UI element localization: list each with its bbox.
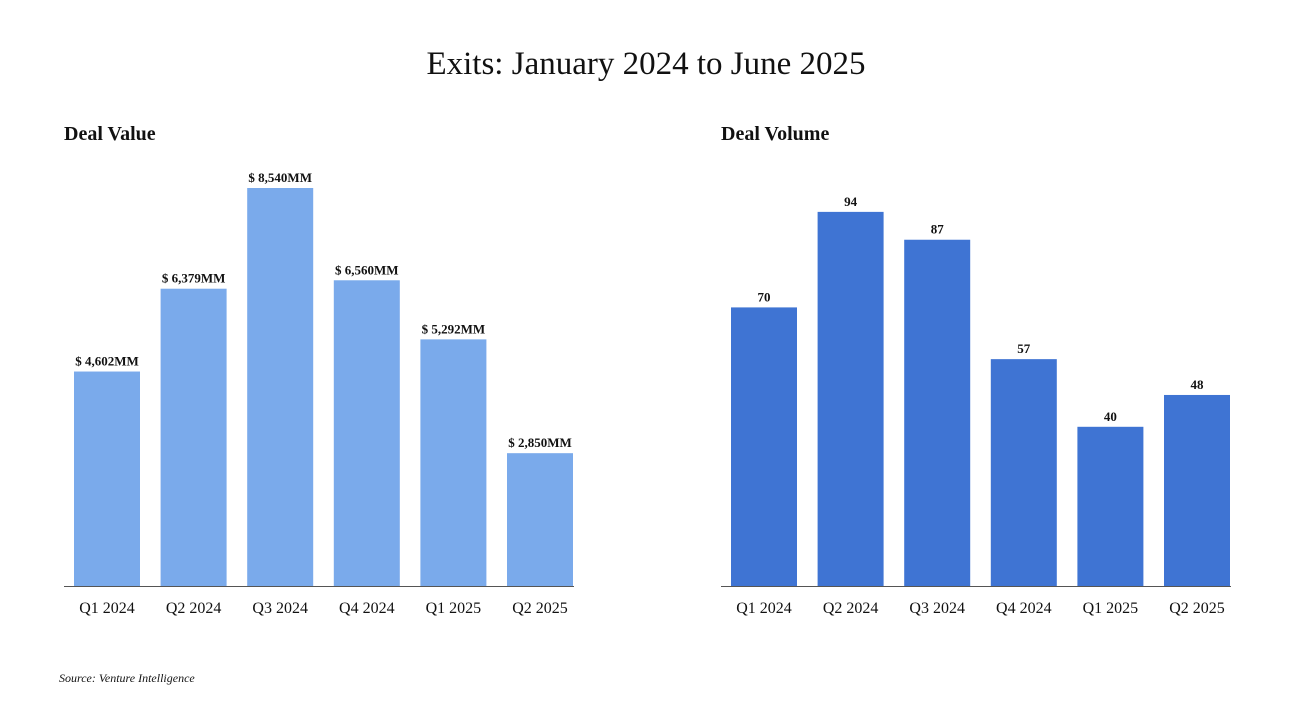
deal-value-plot: $ 4,602MM Q1 2024 $ 6,379MM Q2 2024 $ 8,540M…	[64, 170, 574, 617]
deal-volume-plot: 70 Q1 2024 94 Q2 2024 87 Q3 2024 57 Q4 2024 40 Q1…	[721, 194, 1231, 617]
deal-value-x-tick-label-1: Q1 2024	[79, 600, 135, 617]
deal-volume-x-tick-label-5: Q1 2025	[1083, 600, 1139, 617]
deal-volume-bar-6	[1164, 394, 1230, 586]
deal-volume-data-label-2: 94	[844, 194, 858, 209]
deal-volume-chart-title: Deal Volume	[721, 123, 830, 145]
deal-value-chart-title: Deal Value	[64, 123, 156, 145]
deal-value-bar-3	[247, 188, 314, 586]
deal-volume-bar-2	[817, 211, 884, 586]
deal-value-data-label-6: $ 2,850MM	[508, 435, 572, 450]
deal-value-data-label-1: $ 4,602MM	[75, 354, 139, 369]
deal-volume-bar-4	[990, 359, 1057, 586]
deal-value-bar-4	[333, 280, 400, 586]
deal-value-data-label-3: $ 8,540MM	[248, 170, 312, 185]
deal-volume-bar-1	[731, 307, 797, 586]
deal-value-data-label-4: $ 6,560MM	[335, 262, 399, 277]
deal-value-bar-6	[507, 453, 573, 586]
deal-volume-data-label-4: 57	[1017, 341, 1031, 356]
deal-value-x-tick-label-5: Q1 2025	[426, 600, 482, 617]
deal-volume-x-tick-label-1: Q1 2024	[736, 600, 792, 617]
deal-volume-data-label-3: 87	[931, 222, 945, 237]
deal-volume-data-label-5: 40	[1104, 409, 1117, 424]
deal-value-chart: Deal Value $ 4,602MM Q1 2024 $ 6,379MM Q2 2…	[64, 120, 604, 620]
deal-value-data-label-2: $ 6,379MM	[162, 271, 226, 286]
deal-value-bar-5	[420, 339, 487, 586]
deal-value-x-tick-label-2: Q2 2024	[166, 600, 222, 617]
page-title: Exits: January 2024 to June 2025	[426, 46, 866, 82]
deal-value-x-tick-label-6: Q2 2025	[512, 600, 568, 617]
deal-volume-x-tick-label-6: Q2 2025	[1169, 600, 1225, 617]
deal-value-x-tick-label-3: Q3 2024	[252, 600, 308, 617]
deal-volume-x-tick-label-4: Q4 2024	[996, 600, 1052, 617]
deal-volume-data-label-1: 70	[758, 289, 771, 304]
deal-volume-bar-5	[1077, 426, 1144, 586]
deal-volume-data-label-6: 48	[1191, 377, 1205, 392]
source-note: Source: Venture Intelligence	[59, 671, 195, 685]
deal-value-x-tick-label-4: Q4 2024	[339, 600, 395, 617]
deal-volume-chart: Deal Volume 70 Q1 2024 94 Q2 2024 87 Q3 2024 5…	[721, 120, 1261, 620]
deal-volume-x-tick-label-3: Q3 2024	[909, 600, 965, 617]
deal-value-bar-2	[160, 288, 227, 586]
deal-value-bar-1	[74, 371, 140, 586]
deal-volume-x-tick-label-2: Q2 2024	[823, 600, 879, 617]
deal-volume-bar-3	[904, 239, 971, 586]
deal-value-data-label-5: $ 5,292MM	[422, 321, 486, 336]
